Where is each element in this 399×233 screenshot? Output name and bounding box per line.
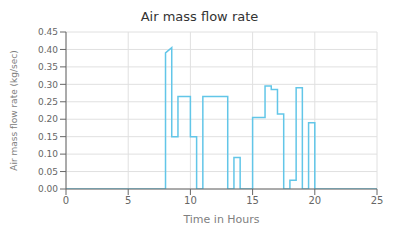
svg-text:0.45: 0.45 <box>38 27 58 37</box>
svg-text:0.20: 0.20 <box>38 114 58 124</box>
svg-text:0.10: 0.10 <box>38 149 58 159</box>
svg-text:0.05: 0.05 <box>38 167 58 177</box>
svg-text:0.35: 0.35 <box>38 62 58 72</box>
svg-text:25: 25 <box>371 195 384 206</box>
svg-text:10: 10 <box>184 195 197 206</box>
svg-text:0.30: 0.30 <box>38 80 58 90</box>
svg-text:0.25: 0.25 <box>38 97 58 107</box>
svg-text:20: 20 <box>308 195 321 206</box>
svg-text:0.40: 0.40 <box>38 45 58 55</box>
svg-text:Air mass flow rate (kg/sec): Air mass flow rate (kg/sec) <box>9 50 19 170</box>
svg-text:0: 0 <box>63 195 69 206</box>
svg-text:Time in Hours: Time in Hours <box>182 213 259 225</box>
svg-text:0.15: 0.15 <box>38 132 58 142</box>
svg-text:0.00: 0.00 <box>38 184 58 194</box>
svg-text:5: 5 <box>125 195 131 206</box>
svg-text:15: 15 <box>246 195 259 206</box>
html-text:Air mass flow rate: Air mass flow rate <box>140 9 259 24</box>
